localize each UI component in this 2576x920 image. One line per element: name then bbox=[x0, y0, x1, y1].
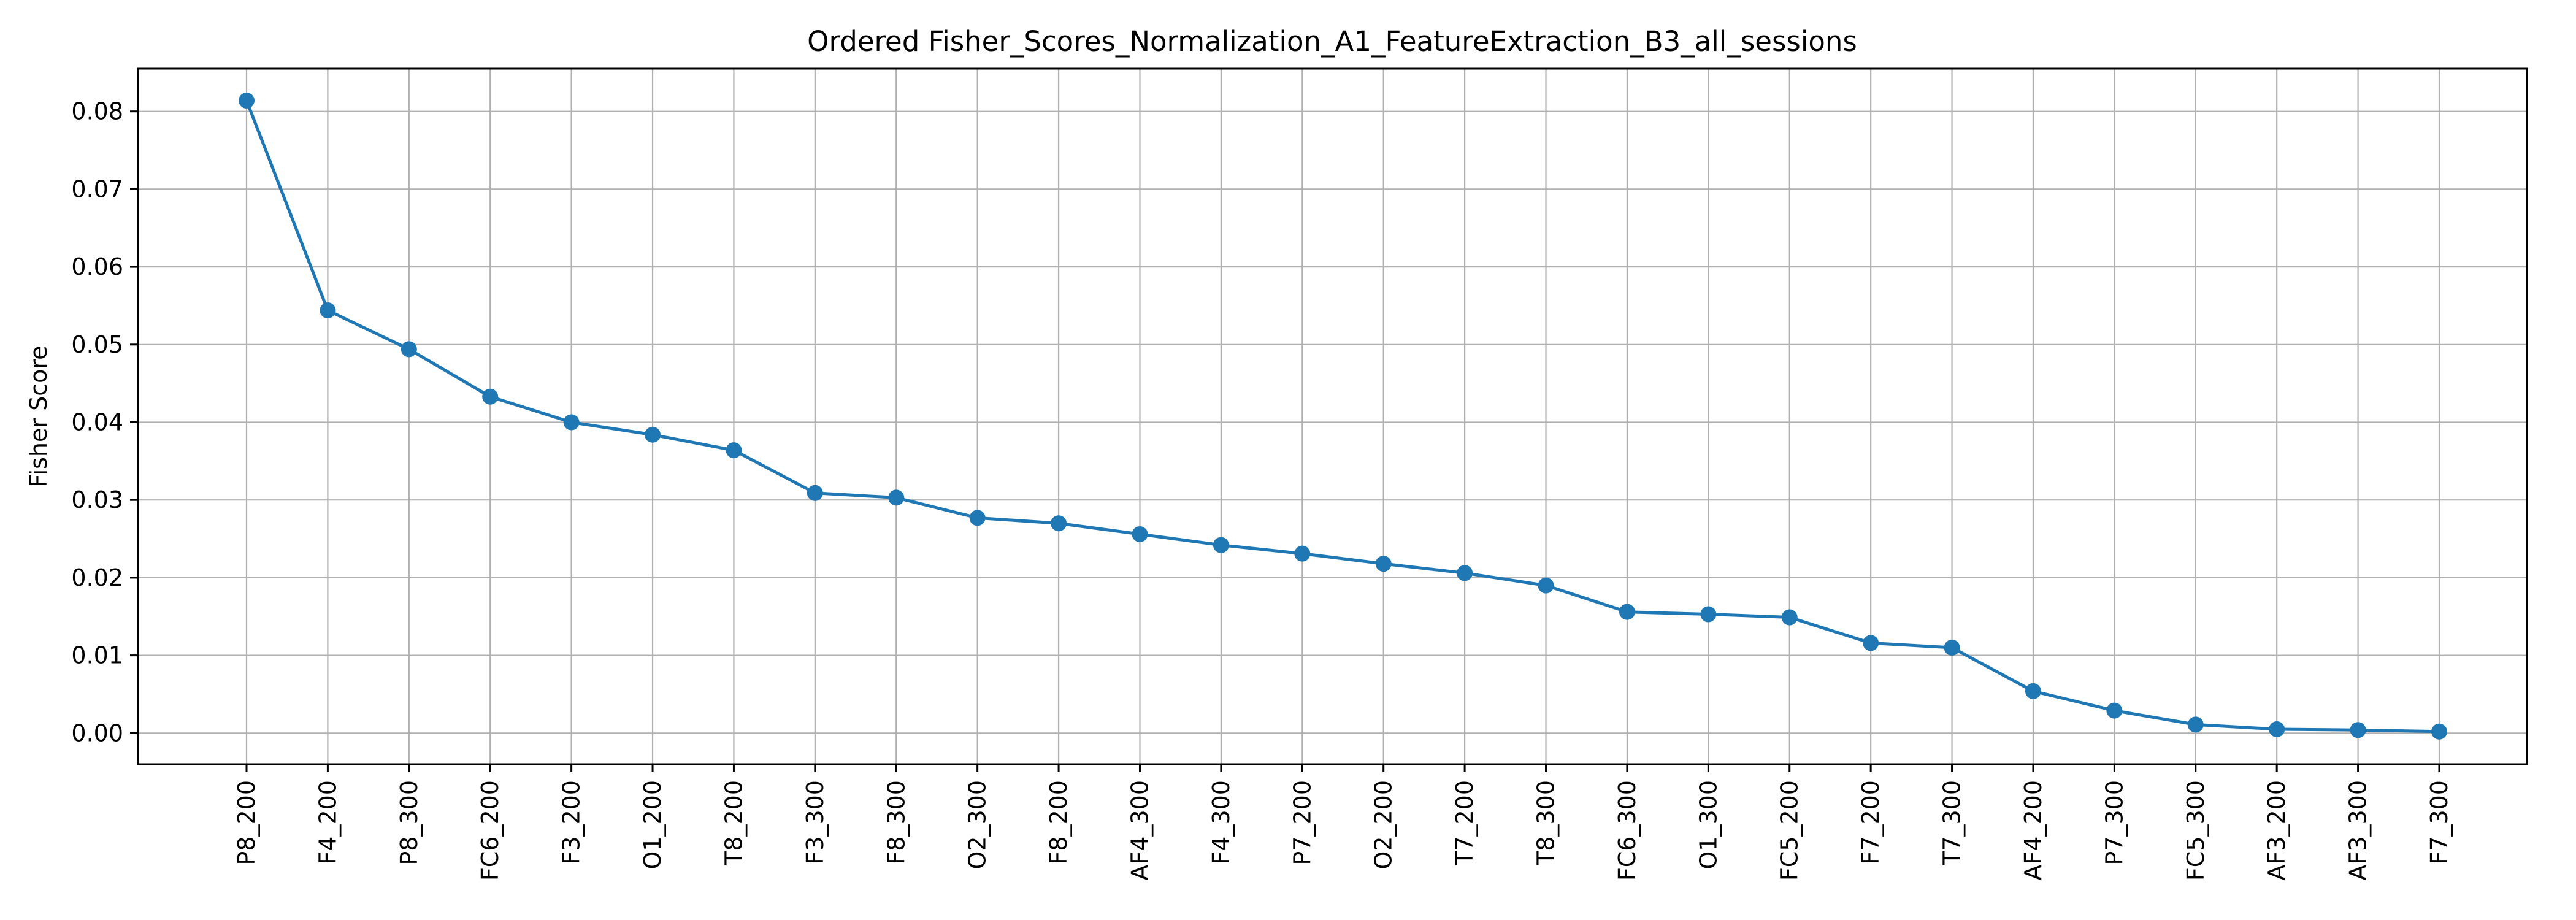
y-tick-label: 0.08 bbox=[71, 98, 123, 125]
x-tick-label: T7_200 bbox=[1451, 780, 1478, 866]
data-point bbox=[1051, 515, 1067, 532]
x-tick-label: F8_200 bbox=[1045, 780, 1072, 865]
x-tick-label: P7_200 bbox=[1289, 780, 1316, 865]
data-point bbox=[401, 341, 417, 358]
x-tick-label: AF3_200 bbox=[2263, 780, 2290, 881]
data-point bbox=[2106, 702, 2123, 719]
data-point bbox=[1538, 577, 1554, 594]
x-axis: P8_200 F4_200 P8_300 FC6_200 F3_200 O1_200 T8_… bbox=[233, 764, 2453, 881]
data-point bbox=[1457, 565, 1473, 581]
x-tick-label: P8_300 bbox=[396, 780, 423, 865]
x-tick-label: P7_300 bbox=[2101, 780, 2128, 865]
y-tick-label: 0.02 bbox=[71, 564, 123, 591]
data-point bbox=[320, 302, 336, 319]
x-tick-label: AF4_300 bbox=[1126, 780, 1153, 881]
axes-frame bbox=[137, 67, 2528, 765]
y-tick-label: 0.07 bbox=[71, 175, 123, 202]
data-point bbox=[2187, 716, 2204, 733]
data-point bbox=[2025, 683, 2041, 699]
data-point bbox=[1619, 604, 1635, 620]
data-point bbox=[239, 92, 255, 109]
data-point bbox=[1132, 526, 1148, 542]
y-tick-label: 0.03 bbox=[71, 486, 123, 513]
x-tick-label: P8_200 bbox=[233, 780, 260, 865]
data-point bbox=[1781, 609, 1798, 626]
y-axis-label: Fisher Score bbox=[25, 345, 52, 487]
x-tick-label: FC5_200 bbox=[1776, 780, 1803, 881]
y-axis: 0.00 0.01 0.02 0.03 0.04 0.05 0.06 0.07 0.08 bbox=[71, 98, 138, 746]
x-tick-label: AF3_300 bbox=[2345, 780, 2372, 881]
x-tick-label: T8_300 bbox=[1533, 780, 1560, 866]
data-point bbox=[1863, 635, 1879, 651]
x-tick-label: O2_300 bbox=[964, 780, 991, 870]
x-tick-label: F7_300 bbox=[2426, 780, 2453, 865]
x-tick-label: F3_200 bbox=[558, 780, 585, 865]
x-tick-label: O2_200 bbox=[1370, 780, 1397, 870]
data-point bbox=[645, 426, 661, 443]
x-tick-label: FC6_200 bbox=[477, 780, 504, 881]
x-tick-label: F8_300 bbox=[883, 780, 910, 865]
x-tick-label: T8_200 bbox=[720, 780, 747, 866]
data-point bbox=[482, 388, 499, 405]
series-line bbox=[245, 99, 2441, 734]
series-layer bbox=[239, 92, 2447, 740]
x-tick-label: F7_200 bbox=[1857, 780, 1884, 865]
x-tick-label: AF4_200 bbox=[2020, 780, 2047, 881]
data-point bbox=[1944, 639, 1960, 656]
y-tick-label: 0.00 bbox=[71, 719, 123, 746]
x-tick-label: FC5_300 bbox=[2182, 780, 2209, 881]
x-tick-label: F4_200 bbox=[314, 780, 341, 865]
x-tick-label: T7_300 bbox=[1939, 780, 1966, 866]
x-tick-label: F3_300 bbox=[802, 780, 829, 865]
y-tick-label: 0.04 bbox=[71, 409, 123, 436]
data-point bbox=[1700, 606, 1717, 623]
data-point bbox=[563, 414, 580, 431]
data-point bbox=[726, 442, 742, 459]
data-point bbox=[807, 485, 823, 501]
grid bbox=[138, 69, 2527, 764]
data-point bbox=[1294, 545, 1311, 562]
y-tick-label: 0.01 bbox=[71, 642, 123, 669]
x-tick-label: F4_300 bbox=[1208, 780, 1235, 865]
data-point bbox=[1375, 556, 1392, 572]
x-tick-label: FC6_300 bbox=[1614, 780, 1641, 881]
data-point bbox=[888, 489, 905, 506]
x-tick-label: O1_300 bbox=[1695, 780, 1722, 870]
data-point bbox=[2269, 721, 2285, 737]
data-point bbox=[2431, 723, 2447, 740]
data-point bbox=[969, 510, 986, 526]
data-point bbox=[2350, 722, 2366, 738]
chart-title: Ordered Fisher_Scores_Normalization_A1_F… bbox=[807, 25, 1857, 58]
data-point bbox=[1213, 537, 1229, 553]
y-tick-label: 0.06 bbox=[71, 253, 123, 280]
x-tick-label: O1_200 bbox=[639, 780, 666, 870]
y-tick-label: 0.05 bbox=[71, 331, 123, 358]
